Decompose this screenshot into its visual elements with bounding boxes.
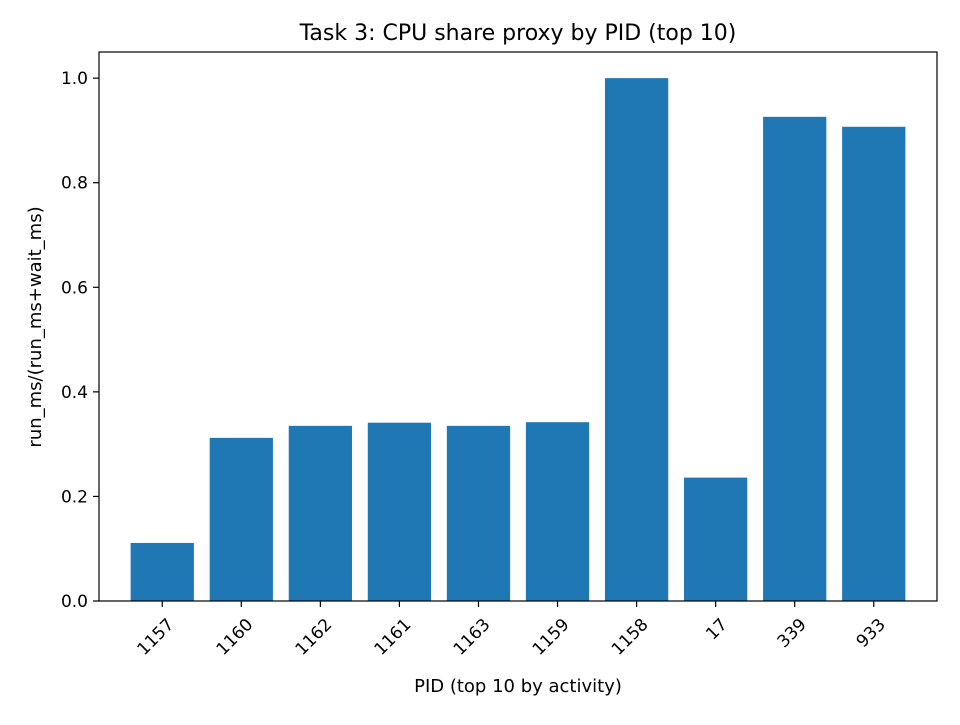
x-tick-label: 17 [702,615,731,644]
x-tick-label: 1161 [371,615,416,660]
bar-pid-933 [842,126,906,602]
bar-pid-1160 [209,437,273,601]
chart-title: Task 3: CPU share proxy by PID (top 10) [299,21,737,46]
y-axis-ticks: 0.0 0.2 0.4 0.6 0.8 1.0 [61,69,99,612]
bar-pid-339 [763,116,827,601]
bar-pid-1158 [604,78,669,601]
x-tick-label: 1159 [529,615,574,660]
x-tick-label: 1160 [213,615,258,660]
bars-group [130,78,906,602]
x-tick-label: 1163 [450,615,495,660]
y-tick-label: 1.0 [61,69,88,89]
bar-pid-1161 [367,422,432,601]
bar-pid-17 [684,477,748,601]
x-tick-label: 1162 [292,615,337,660]
bar-pid-1163 [446,425,511,601]
plot-frame [98,51,938,602]
x-tick-label: 1157 [134,615,179,660]
x-axis-label: PID (top 10 by activity) [414,676,622,697]
bar-pid-1159 [525,422,590,601]
y-tick-label: 0.0 [61,592,88,612]
y-tick-label: 0.8 [61,174,88,194]
y-tick-label: 0.6 [61,278,88,298]
x-tick-label: 339 [774,615,811,652]
bar-pid-1157 [130,542,194,601]
x-axis-ticks: 1157 1160 1162 1161 1163 1159 1158 17 339 933 [134,601,890,660]
y-axis-label: run_ms/(run_ms+wait_ms) [25,206,46,447]
y-tick-label: 0.4 [61,383,88,403]
bar-pid-1162 [288,425,352,601]
x-tick-label: 933 [853,615,890,652]
y-tick-label: 0.2 [61,487,88,507]
x-tick-label: 1158 [608,615,653,660]
